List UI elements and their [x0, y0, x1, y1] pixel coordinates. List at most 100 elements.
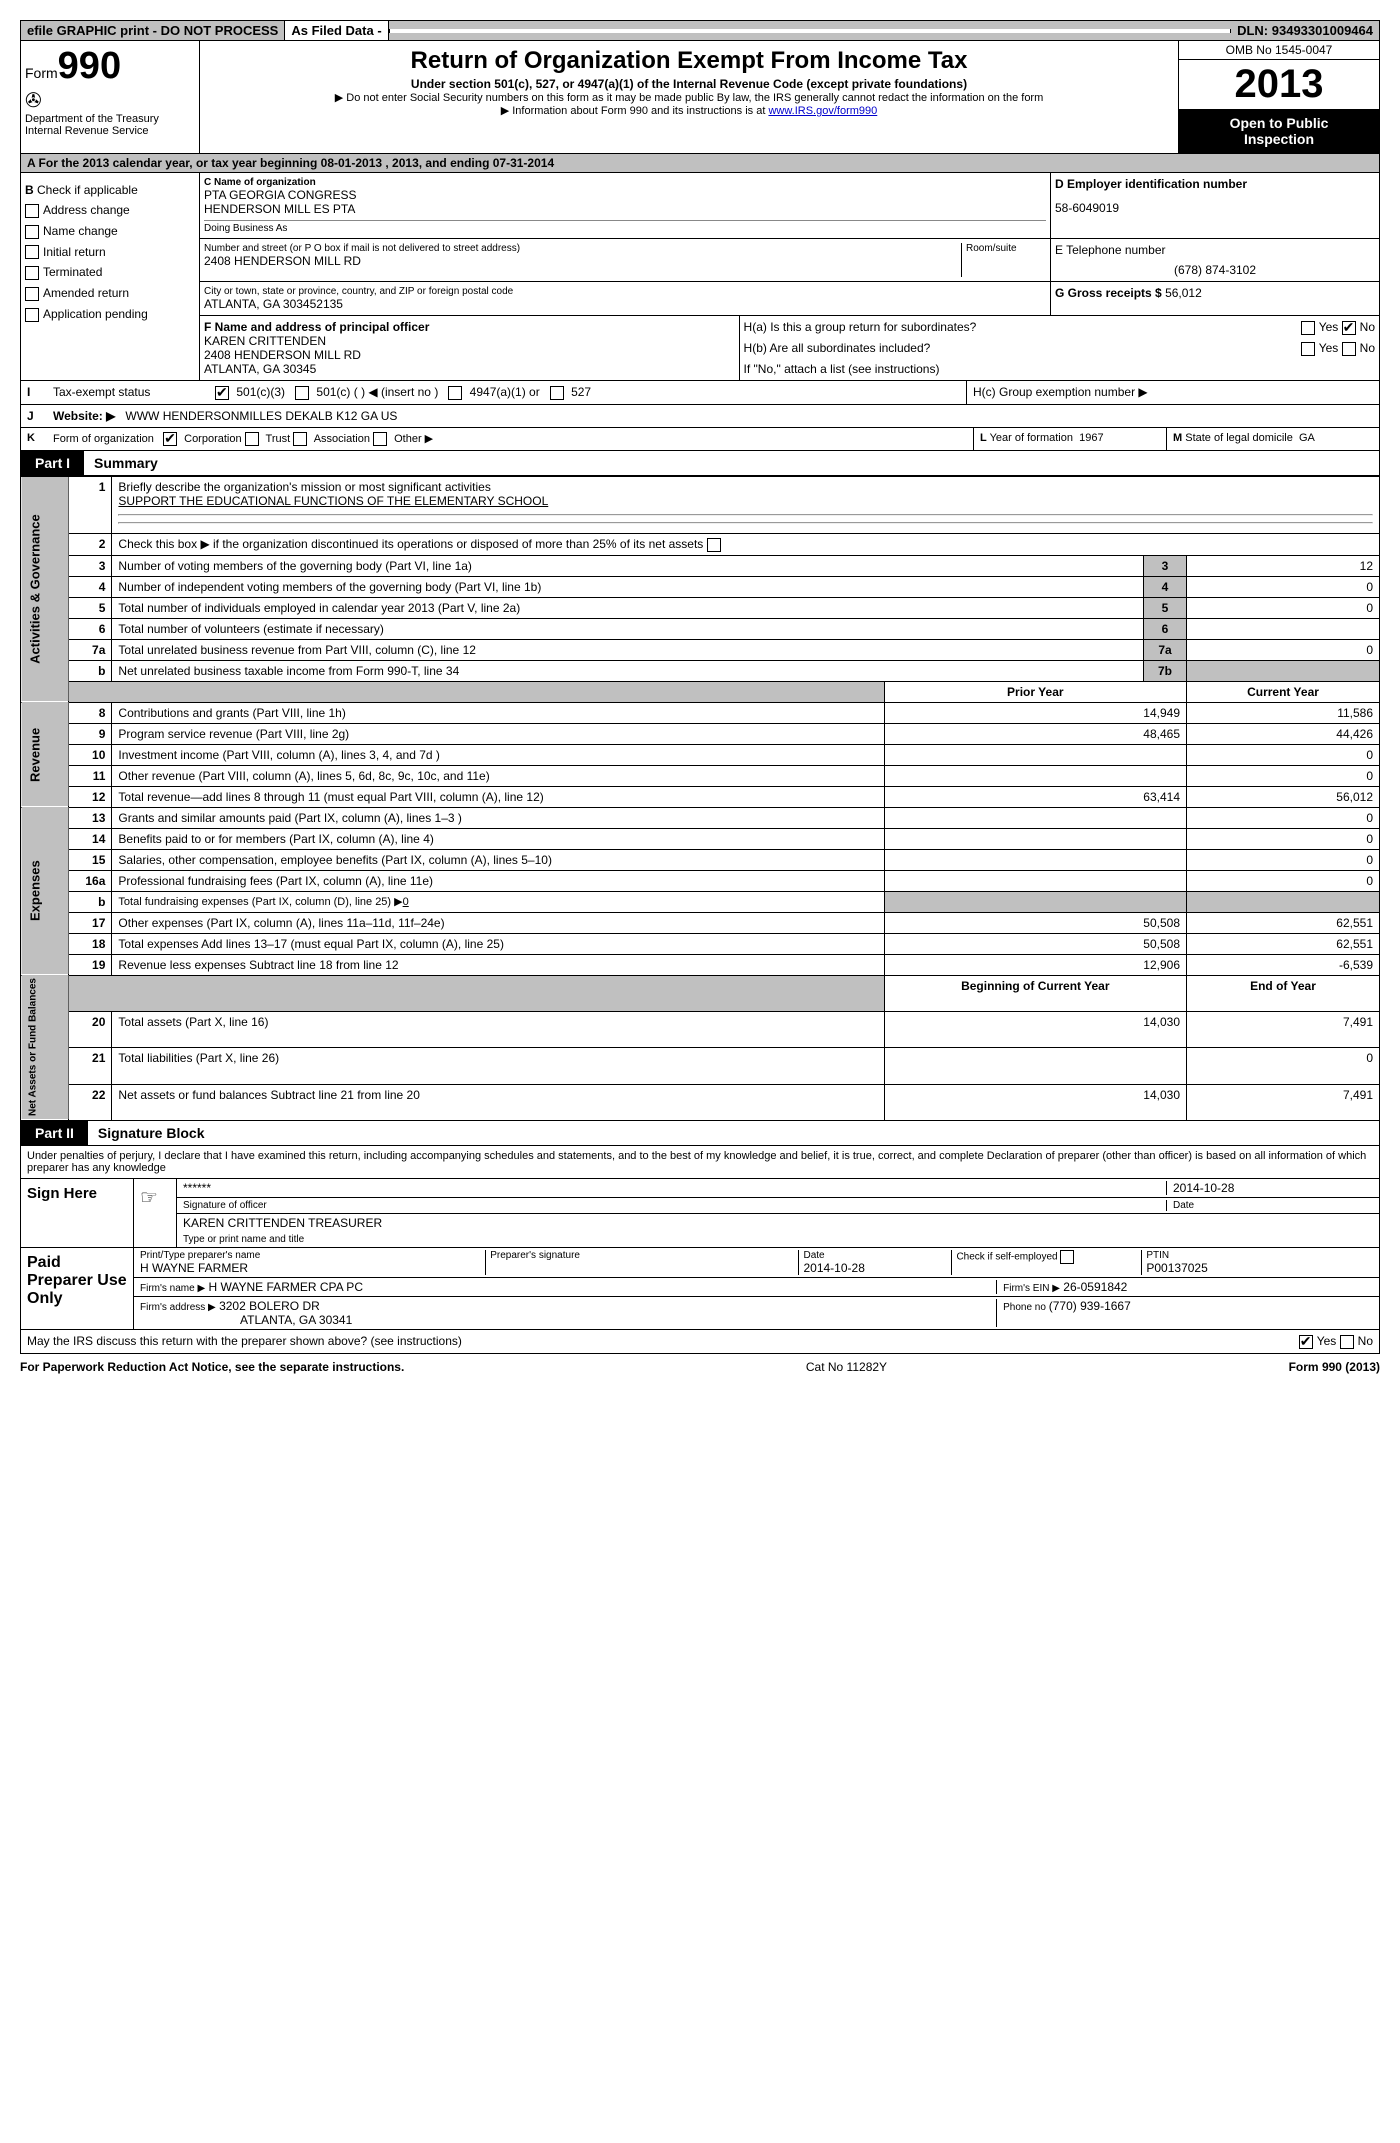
checkbox-address-change[interactable]: [25, 204, 39, 218]
ha-yes-lbl: Yes: [1319, 320, 1339, 334]
checkbox-name-change[interactable]: [25, 225, 39, 239]
h-ifno: If "No," attach a list (see instructions…: [744, 362, 1375, 376]
section-cd: C Name of organization PTA GEORGIA CONGR…: [200, 173, 1379, 380]
section-expenses: Expenses: [21, 807, 69, 975]
lbl-address-change: Address change: [43, 203, 130, 217]
self-employed-label: Check if self-employed: [956, 1251, 1057, 1262]
part2-title: Signature Block: [88, 1125, 205, 1141]
hb-yes[interactable]: [1301, 342, 1315, 356]
hdr-prior-year: Prior Year: [884, 681, 1186, 702]
c-name-label: C Name of organization: [204, 177, 316, 188]
discuss-yes-lbl: Yes: [1317, 1334, 1337, 1348]
line3-box: 3: [1144, 555, 1187, 576]
cb-corp[interactable]: [163, 432, 177, 446]
footer-center: Cat No 11282Y: [806, 1360, 887, 1374]
form-num: 990: [58, 45, 121, 87]
line13-cy: 0: [1187, 807, 1380, 828]
type-print-label: Type or print name and title: [177, 1232, 1379, 1247]
checkbox-amended[interactable]: [25, 287, 39, 301]
sign-here-label: Sign Here: [21, 1179, 134, 1247]
paid-preparer-label: Paid Preparer Use Only: [21, 1248, 134, 1329]
checkbox-pending[interactable]: [25, 308, 39, 322]
row-i: I Tax-exempt status 501(c)(3) 501(c) ( )…: [20, 381, 1380, 405]
line7b-box: 7b: [1144, 660, 1187, 681]
line17-text: Other expenses (Part IX, column (A), lin…: [112, 912, 884, 933]
cb-trust[interactable]: [245, 432, 259, 446]
form-990: efile GRAPHIC print - DO NOT PROCESS As …: [20, 20, 1380, 1380]
line19-text: Revenue less expenses Subtract line 18 f…: [112, 954, 884, 975]
cb-other[interactable]: [373, 432, 387, 446]
ptin-value: P00137025: [1146, 1261, 1373, 1275]
b-check-if: Check if applicable: [37, 183, 138, 197]
line8-text: Contributions and grants (Part VIII, lin…: [112, 702, 884, 723]
line15-text: Salaries, other compensation, employee b…: [112, 849, 884, 870]
top-bar: efile GRAPHIC print - DO NOT PROCESS As …: [20, 20, 1380, 41]
row-j: J Website: ▶ WWW HENDERSONMILLES DEKALB …: [20, 405, 1380, 428]
part1-header: Part I Summary: [20, 451, 1380, 476]
line17-py: 50,508: [884, 912, 1186, 933]
line4-val: 0: [1187, 576, 1380, 597]
tax-year: 2013: [1179, 60, 1379, 109]
line18-text: Total expenses Add lines 13–17 (must equ…: [112, 933, 884, 954]
i-label: I: [21, 381, 47, 404]
line6-val: [1187, 618, 1380, 639]
firm-name-label: Firm's name ▶: [140, 1283, 205, 1294]
line12-text: Total revenue—add lines 8 through 11 (mu…: [112, 786, 884, 807]
line5-text: Total number of individuals employed in …: [112, 597, 1144, 618]
city-label: City or town, state or province, country…: [204, 286, 1046, 297]
checkbox-initial-return[interactable]: [25, 245, 39, 259]
line7b-val: [1187, 660, 1380, 681]
cb-self-employed[interactable]: [1060, 1250, 1074, 1264]
opt-4947: 4947(a)(1) or: [470, 385, 540, 399]
cb-501c3[interactable]: [215, 386, 229, 400]
line10-cy: 0: [1187, 744, 1380, 765]
line20-cy: 7,491: [1187, 1012, 1380, 1048]
line5-box: 5: [1144, 597, 1187, 618]
irs-link[interactable]: www.IRS.gov/form990: [768, 105, 877, 117]
b-label: B: [25, 183, 34, 197]
footer: For Paperwork Reduction Act Notice, see …: [20, 1354, 1380, 1380]
street-value: 2408 HENDERSON MILL RD: [204, 254, 961, 268]
opt-assoc: Association: [314, 433, 370, 445]
sig-date-label: Date: [1166, 1200, 1373, 1211]
prep-name: H WAYNE FARMER: [140, 1261, 485, 1275]
line3-val: 12: [1187, 555, 1380, 576]
prep-date-label: Date: [803, 1250, 951, 1261]
m-text: State of legal domicile: [1185, 432, 1293, 444]
line3-text: Number of voting members of the governin…: [112, 555, 1144, 576]
header: Form990 ✇ Department of the Treasury Int…: [20, 41, 1380, 154]
hb-no[interactable]: [1342, 342, 1356, 356]
checkbox-terminated[interactable]: [25, 266, 39, 280]
line15-cy: 0: [1187, 849, 1380, 870]
line7b-text: Net unrelated business taxable income fr…: [112, 660, 1144, 681]
phone-value: (678) 874-3102: [1055, 263, 1375, 277]
form-label: Form: [25, 65, 58, 81]
lbl-pending: Application pending: [43, 307, 148, 321]
line22-cy: 7,491: [1187, 1084, 1380, 1120]
hb-label: H(b) Are all subordinates included?: [744, 341, 1154, 356]
hb-yes-lbl: Yes: [1319, 341, 1339, 355]
ha-yes[interactable]: [1301, 321, 1315, 335]
line11-cy: 0: [1187, 765, 1380, 786]
officer-addr2: ATLANTA, GA 30345: [204, 362, 735, 376]
cb-4947[interactable]: [448, 386, 462, 400]
i-text: Tax-exempt status: [47, 381, 209, 404]
info-link-row: ▶ Information about Form 990 and its ins…: [204, 104, 1174, 117]
discuss-no[interactable]: [1340, 1335, 1354, 1349]
prep-name-label: Print/Type preparer's name: [140, 1250, 485, 1261]
section-b: B Check if applicable Address change Nam…: [21, 173, 200, 380]
cb-discontinued[interactable]: [707, 538, 721, 552]
line16a-py: [884, 870, 1186, 891]
line18-cy: 62,551: [1187, 933, 1380, 954]
ha-no-lbl: No: [1360, 320, 1375, 334]
line9-cy: 44,426: [1187, 723, 1380, 744]
firm-phone-label: Phone no: [1003, 1302, 1049, 1313]
year-formation: 1967: [1079, 432, 1103, 444]
cb-527[interactable]: [550, 386, 564, 400]
cb-501c[interactable]: [295, 386, 309, 400]
line11-text: Other revenue (Part VIII, column (A), li…: [112, 765, 884, 786]
part2-tab: Part II: [21, 1121, 88, 1145]
discuss-yes[interactable]: [1299, 1335, 1313, 1349]
ha-no[interactable]: [1342, 321, 1356, 335]
cb-assoc[interactable]: [293, 432, 307, 446]
